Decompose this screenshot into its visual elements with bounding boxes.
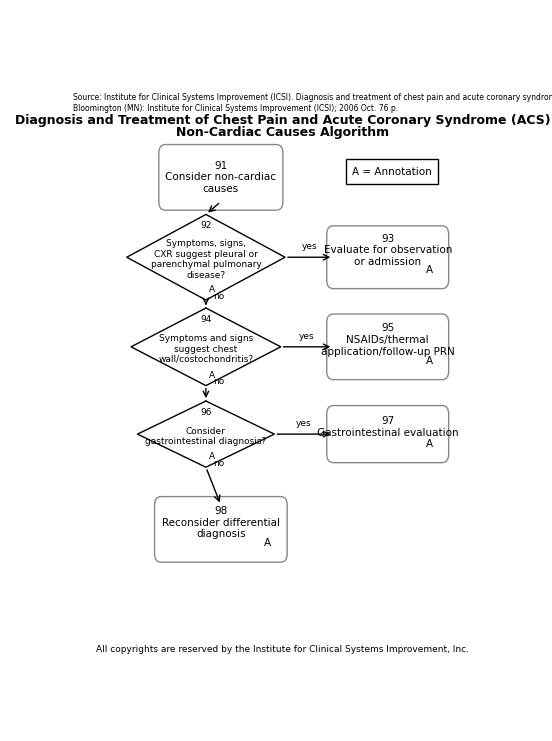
Text: Symptoms, signs,
CXR suggest pleural or
parenchymal pulmonary
disease?: Symptoms, signs, CXR suggest pleural or … bbox=[151, 239, 261, 279]
Text: no: no bbox=[214, 459, 225, 468]
Text: 97
Gastrointestinal evaluation: 97 Gastrointestinal evaluation bbox=[317, 416, 459, 438]
Text: A: A bbox=[264, 539, 272, 548]
Text: A: A bbox=[209, 370, 215, 380]
Text: Consider
gastrointestinal diagnosis?: Consider gastrointestinal diagnosis? bbox=[145, 427, 267, 446]
Text: no: no bbox=[214, 291, 225, 301]
Text: 94: 94 bbox=[200, 315, 211, 324]
Text: Diagnosis and Treatment of Chest Pain and Acute Coronary Syndrome (ACS): Diagnosis and Treatment of Chest Pain an… bbox=[15, 114, 551, 127]
Text: A: A bbox=[426, 356, 433, 366]
Text: no: no bbox=[214, 377, 225, 386]
Text: 93
Evaluate for observation
or admission: 93 Evaluate for observation or admission bbox=[323, 234, 452, 267]
Text: A: A bbox=[426, 439, 433, 449]
Text: A: A bbox=[426, 265, 433, 275]
Text: 91
Consider non-cardiac
causes: 91 Consider non-cardiac causes bbox=[166, 161, 277, 194]
FancyBboxPatch shape bbox=[155, 496, 287, 562]
Text: yes: yes bbox=[296, 419, 311, 428]
FancyBboxPatch shape bbox=[346, 159, 438, 185]
Text: A: A bbox=[209, 453, 215, 462]
Text: 92: 92 bbox=[200, 222, 211, 230]
Text: 95
NSAIDs/thermal
application/follow-up PRN: 95 NSAIDs/thermal application/follow-up … bbox=[321, 323, 455, 356]
Text: A = Annotation: A = Annotation bbox=[352, 167, 432, 176]
FancyBboxPatch shape bbox=[159, 144, 283, 210]
Text: yes: yes bbox=[299, 332, 315, 341]
Text: All copyrights are reserved by the Institute for Clinical Systems Improvement, I: All copyrights are reserved by the Insti… bbox=[97, 645, 469, 654]
FancyBboxPatch shape bbox=[327, 314, 449, 379]
Text: Symptoms and signs
suggest chest
wall/costochondritis?: Symptoms and signs suggest chest wall/co… bbox=[158, 334, 253, 364]
Text: 96: 96 bbox=[200, 408, 211, 417]
Text: Non-Cardiac Causes Algorithm: Non-Cardiac Causes Algorithm bbox=[176, 126, 390, 139]
Text: A: A bbox=[209, 285, 215, 294]
Text: Source: Institute for Clinical Systems Improvement (ICSI). Diagnosis and treatme: Source: Institute for Clinical Systems I… bbox=[73, 93, 552, 113]
Text: yes: yes bbox=[301, 242, 317, 251]
Text: 98
Reconsider differential
diagnosis: 98 Reconsider differential diagnosis bbox=[162, 506, 280, 539]
FancyBboxPatch shape bbox=[327, 226, 449, 289]
FancyBboxPatch shape bbox=[327, 405, 449, 462]
